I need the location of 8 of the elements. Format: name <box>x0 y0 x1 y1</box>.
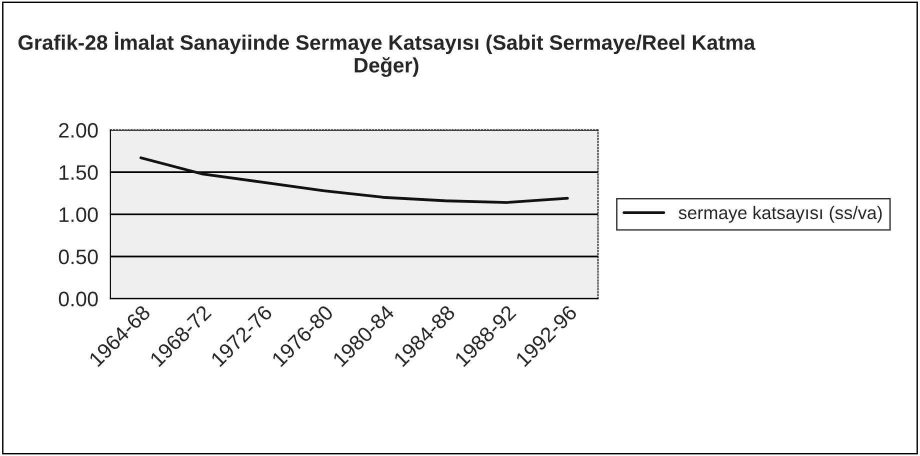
y-tick-label: 0.50 <box>58 250 98 264</box>
y-tick-label: 1.50 <box>60 165 98 180</box>
y-tick-label: 1.00 <box>60 207 98 222</box>
chart-title: Grafik-28 İmalat Sanayiinde Sermaye Katsayısı (Sabit Sermaye/Reel Katma Değer) <box>18 32 756 77</box>
line-series <box>139 156 569 204</box>
y-tick-label: 0.00 <box>58 292 98 306</box>
y-tick-label: 2.00 <box>59 122 98 138</box>
legend-label: sermaye katsayısı (ss/va) <box>678 206 882 223</box>
